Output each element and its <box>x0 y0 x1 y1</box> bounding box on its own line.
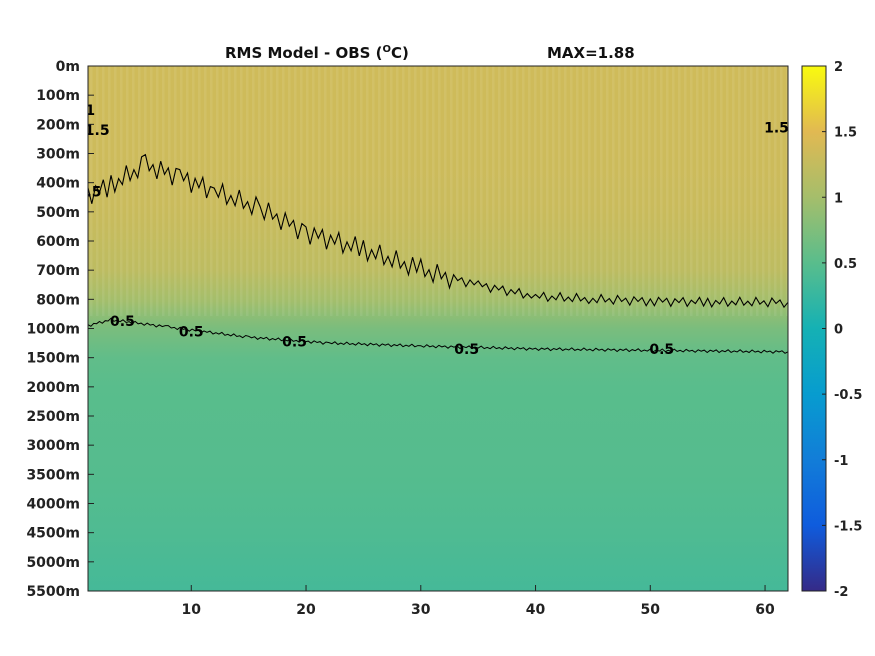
y-tick-label: 5500m <box>26 584 80 600</box>
colorbar-tick-label: 1 <box>834 191 843 206</box>
colorbar-tick-label: -1.5 <box>834 519 862 534</box>
title-unit-end: C) <box>391 44 409 62</box>
colorbar-axis: 2 1.5 1 0.5 0 -0.5 -1 -1.5 -2 <box>822 60 862 600</box>
y-tick-label: 0m <box>56 59 80 75</box>
y-tick-label: 1000m <box>26 322 80 338</box>
contour-label: 1 <box>85 103 95 119</box>
y-tick-label: 300m <box>36 147 80 163</box>
y-tick-label: 400m <box>36 176 80 192</box>
contour-label: 0.5 <box>110 314 135 330</box>
y-tick-label: 3500m <box>26 467 80 483</box>
y-tick-label: 700m <box>36 263 80 279</box>
svg-text:RMS Model - OBS (OC): RMS Model - OBS (OC) <box>225 44 409 62</box>
y-tick-label: 600m <box>36 234 80 250</box>
contour-line-0-5 <box>88 317 788 354</box>
x-tick-label: 20 <box>296 602 316 618</box>
y-tick-label: 800m <box>36 292 80 308</box>
colorbar-tick-label: 2 <box>834 60 843 75</box>
colorbar-tick-label: -1 <box>834 454 848 469</box>
contour-labels: 0.5 0.5 0.5 0.5 0.5 1.5 1.5 1 0.5 <box>77 103 789 358</box>
y-tick-label: 500m <box>36 205 80 221</box>
title-text: RMS Model - OBS ( <box>225 44 383 62</box>
x-tick-label: 40 <box>526 602 546 618</box>
title-unit-superscript: O <box>383 44 392 55</box>
y-tick-label: 3000m <box>26 438 80 454</box>
colorbar-tick-label: 0.5 <box>834 257 857 272</box>
contour-label: 0.5 <box>77 184 102 200</box>
contour-label: 0.5 <box>454 342 479 358</box>
y-tick-label: 5000m <box>26 555 80 571</box>
y-tick-label: 2000m <box>26 380 80 396</box>
colorbar-tick-label: -2 <box>834 585 848 600</box>
contour-label: 1.5 <box>85 123 110 139</box>
y-tick-label: 100m <box>36 88 80 104</box>
title: RMS Model - OBS (OC) MAX=1.88 <box>225 44 635 62</box>
x-tick-label: 50 <box>641 602 661 618</box>
contour-line-1 <box>88 153 788 309</box>
max-label: MAX=1.88 <box>547 44 635 62</box>
colorbar-tick-label: 0 <box>834 323 843 338</box>
y-axis: 0m 100m 200m 300m 400m 500m 600m 700m 800m 1000m 1… <box>26 59 94 600</box>
y-tick-label: 200m <box>36 117 80 133</box>
plot-area: 0.5 0.5 0.5 0.5 0.5 1.5 1.5 1 0.5 <box>77 66 789 591</box>
heatmap-stripes <box>88 66 788 316</box>
y-tick-label: 1500m <box>26 351 80 367</box>
contour-label: 1.5 <box>764 120 789 136</box>
contour-label: 0.5 <box>179 324 204 340</box>
contour-label: 0.5 <box>282 335 307 351</box>
colorbar-tick-label: -0.5 <box>834 388 862 403</box>
x-tick-label: 10 <box>182 602 202 618</box>
x-axis: 10 20 30 40 50 60 <box>182 585 775 618</box>
x-tick-label: 60 <box>755 602 775 618</box>
y-tick-label: 4500m <box>26 526 80 542</box>
x-tick-label: 30 <box>411 602 431 618</box>
y-tick-label: 2500m <box>26 409 80 425</box>
y-tick-label: 4000m <box>26 497 80 513</box>
colorbar-tick-label: 1.5 <box>834 126 857 141</box>
contour-label: 0.5 <box>649 342 674 358</box>
